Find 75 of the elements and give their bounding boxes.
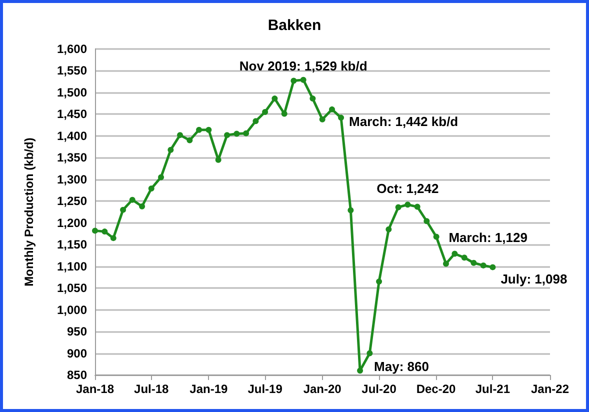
point bbox=[376, 278, 382, 285]
point bbox=[243, 130, 250, 136]
point bbox=[92, 228, 98, 234]
y-tick-label: 1,050 bbox=[56, 281, 88, 296]
point bbox=[234, 130, 240, 137]
point bbox=[470, 260, 477, 266]
chart-title: Bakken bbox=[268, 17, 322, 34]
y-tick-label: 1,100 bbox=[56, 259, 88, 274]
x-tick-label: Dec-20 bbox=[416, 382, 456, 396]
point bbox=[414, 204, 420, 210]
y-tick-label: 1,500 bbox=[56, 85, 88, 100]
y-tick-label: 1,300 bbox=[56, 172, 88, 186]
point bbox=[252, 118, 259, 124]
point bbox=[442, 260, 449, 267]
point bbox=[139, 203, 146, 210]
point bbox=[357, 368, 364, 374]
y-tick-label: 1,400 bbox=[56, 128, 88, 143]
y-tick-label: 1,450 bbox=[56, 107, 88, 122]
point bbox=[338, 114, 344, 121]
y-tick-label: 1,250 bbox=[56, 194, 88, 208]
y-tick-label: 1,550 bbox=[56, 64, 88, 78]
point bbox=[461, 254, 468, 261]
x-tick-label: Jul-20 bbox=[362, 382, 397, 396]
point bbox=[300, 76, 306, 83]
y-axis-title: Monthly Production (kb/d) bbox=[22, 138, 36, 286]
x-tick-label: Jan-22 bbox=[530, 382, 570, 396]
annotation: Oct: 1,242 bbox=[376, 181, 439, 196]
point bbox=[129, 196, 136, 203]
annotation: March: 1,442 kb/d bbox=[349, 114, 458, 130]
point bbox=[186, 137, 193, 144]
y-tick-label: 950 bbox=[66, 324, 88, 339]
annotation: Nov 2019: 1,529 kb/d bbox=[239, 58, 368, 74]
x-tick-label: Jan-18 bbox=[76, 382, 114, 396]
point bbox=[452, 250, 458, 257]
point bbox=[348, 207, 354, 214]
point bbox=[281, 110, 288, 117]
y-tick-label: 1,200 bbox=[56, 216, 88, 230]
y-tick-label: 1,000 bbox=[56, 302, 88, 317]
point bbox=[272, 96, 278, 102]
y-tick-label: 1,600 bbox=[56, 42, 88, 56]
x-tick-label: Jan-20 bbox=[303, 382, 342, 396]
annotation: July: 1,098 bbox=[500, 272, 568, 287]
point bbox=[433, 234, 440, 240]
point bbox=[262, 109, 268, 116]
point bbox=[158, 174, 164, 180]
point bbox=[490, 264, 496, 270]
point bbox=[102, 228, 108, 235]
y-tick-label: 1,150 bbox=[56, 238, 88, 252]
y-tick-label: 850 bbox=[66, 368, 88, 382]
point bbox=[177, 132, 184, 138]
annotation: March: 1,129 bbox=[448, 230, 528, 246]
point bbox=[168, 146, 174, 153]
x-tick-label: Jul-21 bbox=[475, 382, 510, 396]
point bbox=[404, 202, 411, 208]
point bbox=[329, 106, 335, 112]
point bbox=[110, 235, 116, 242]
point bbox=[224, 132, 230, 138]
annotation: May: 860 bbox=[374, 359, 429, 374]
point bbox=[386, 226, 392, 232]
point bbox=[395, 204, 402, 210]
x-tick-label: Jul-18 bbox=[134, 382, 170, 396]
point bbox=[310, 96, 316, 102]
y-tick-label: 900 bbox=[66, 346, 88, 360]
point bbox=[480, 262, 486, 268]
point bbox=[366, 350, 373, 356]
point bbox=[290, 78, 297, 84]
point bbox=[148, 186, 154, 192]
point bbox=[424, 218, 430, 224]
x-tick-label: Jan-19 bbox=[190, 382, 228, 396]
point bbox=[206, 126, 212, 133]
point bbox=[120, 206, 126, 213]
point bbox=[196, 126, 202, 133]
y-tick-label: 1,350 bbox=[56, 150, 88, 165]
x-tick-label: Jul-19 bbox=[248, 382, 283, 396]
point bbox=[319, 116, 326, 122]
